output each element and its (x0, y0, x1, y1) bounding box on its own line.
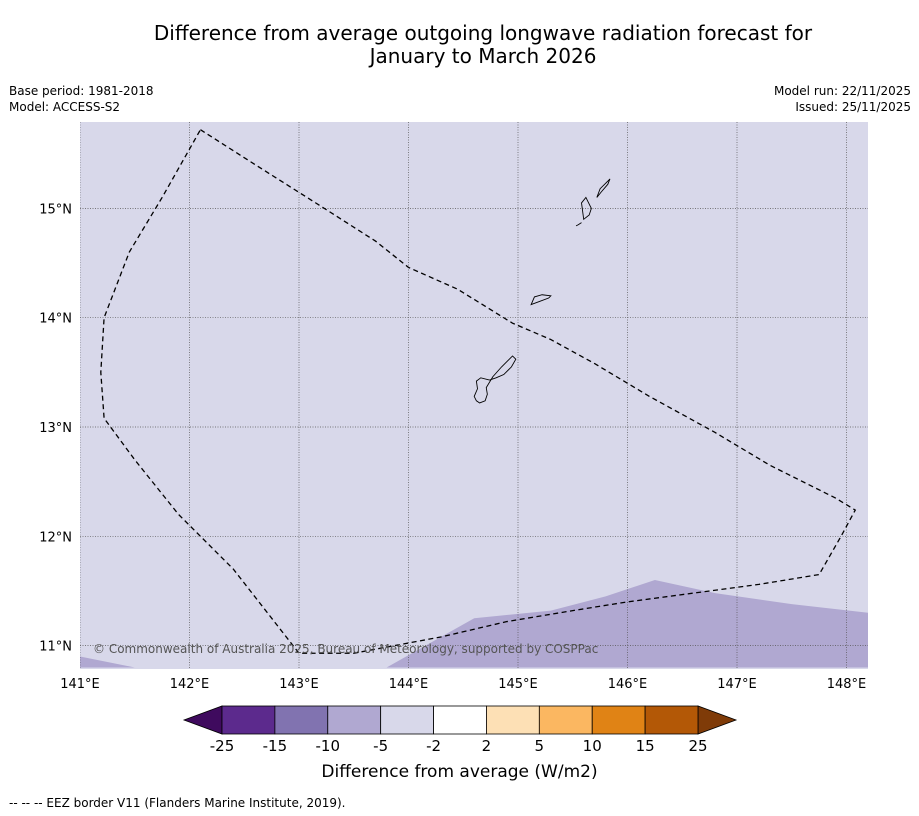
metadata-left: Base period: 1981-2018 Model: ACCESS-S2 (9, 83, 154, 115)
lat-tick-label: 12°N (39, 530, 72, 545)
island-coastline (596, 178, 611, 198)
colorbar-tick-label: 2 (482, 737, 492, 755)
lon-tick-label: 148°E (827, 677, 867, 692)
eez-border (100, 129, 857, 654)
lon-tick-label: 145°E (498, 677, 538, 692)
lat-tick-label: 13°N (39, 421, 72, 436)
copyright-text: © Commonwealth of Australia 2025, Bureau… (93, 642, 598, 656)
colorbar-tick-label: -25 (210, 737, 235, 755)
lat-tick-label: 15°N (39, 202, 72, 217)
issued-text: Issued: 25/11/2025 (795, 100, 911, 114)
lon-tick-label: 142°E (170, 677, 210, 692)
colorbar: -25 -15 -10 -5 -2 2 5 10 15 25 (182, 705, 738, 755)
colorbar-extend-low (182, 705, 223, 735)
colorbar-box (221, 705, 276, 735)
colorbar-box (380, 705, 434, 735)
colorbar-tick-label: -5 (373, 737, 388, 755)
title-line-1: Difference from average outgoing longwav… (153, 21, 813, 45)
colorbar-tick-label: -2 (426, 737, 441, 755)
colorbar-box (274, 705, 329, 735)
title-line-2: January to March 2026 (369, 44, 597, 68)
island-coastline (575, 222, 582, 227)
colorbar-tick-label: -10 (316, 737, 341, 755)
colorbar-box (644, 705, 699, 735)
chart-title: Difference from average outgoing longwav… (0, 22, 919, 68)
colorbar-box (591, 705, 646, 735)
lon-tick-label: 143°E (279, 677, 319, 692)
colorbar-box (433, 705, 487, 735)
metadata-right: Model run: 22/11/2025 Issued: 25/11/2025 (774, 83, 911, 115)
colorbar-box (327, 705, 382, 735)
base-period-text: Base period: 1981-2018 (9, 84, 154, 98)
island-coastline (581, 196, 592, 221)
model-text: Model: ACCESS-S2 (9, 100, 121, 114)
colorbar-box (486, 705, 540, 735)
colorbar-tick-label: -15 (263, 737, 288, 755)
lon-tick-label: 146°E (608, 677, 648, 692)
island-coastline (530, 294, 552, 306)
colorbar-tick-label: 25 (688, 737, 707, 755)
colorbar-box (538, 705, 593, 735)
eez-footnote: -- -- -- EEZ border V11 (Flanders Marine… (9, 796, 346, 810)
colorbar-extend-high (697, 705, 738, 735)
model-run-text: Model run: 22/11/2025 (773, 84, 911, 98)
colorbar-tick-label: 15 (636, 737, 655, 755)
colorbar-label: Difference from average (W/m2) (321, 762, 598, 782)
lon-tick-label: 141°E (60, 677, 100, 692)
lat-tick-label: 11°N (39, 640, 72, 655)
lon-tick-label: 144°E (389, 677, 429, 692)
colorbar-tick-label: 10 (583, 737, 602, 755)
map-svg: © Commonwealth of Australia 2025, Bureau… (39, 122, 868, 692)
lon-tick-label: 147°E (717, 677, 757, 692)
lat-tick-label: 14°N (39, 312, 72, 327)
colorbar-tick-label: 5 (535, 737, 545, 755)
island-coastline (473, 355, 517, 404)
